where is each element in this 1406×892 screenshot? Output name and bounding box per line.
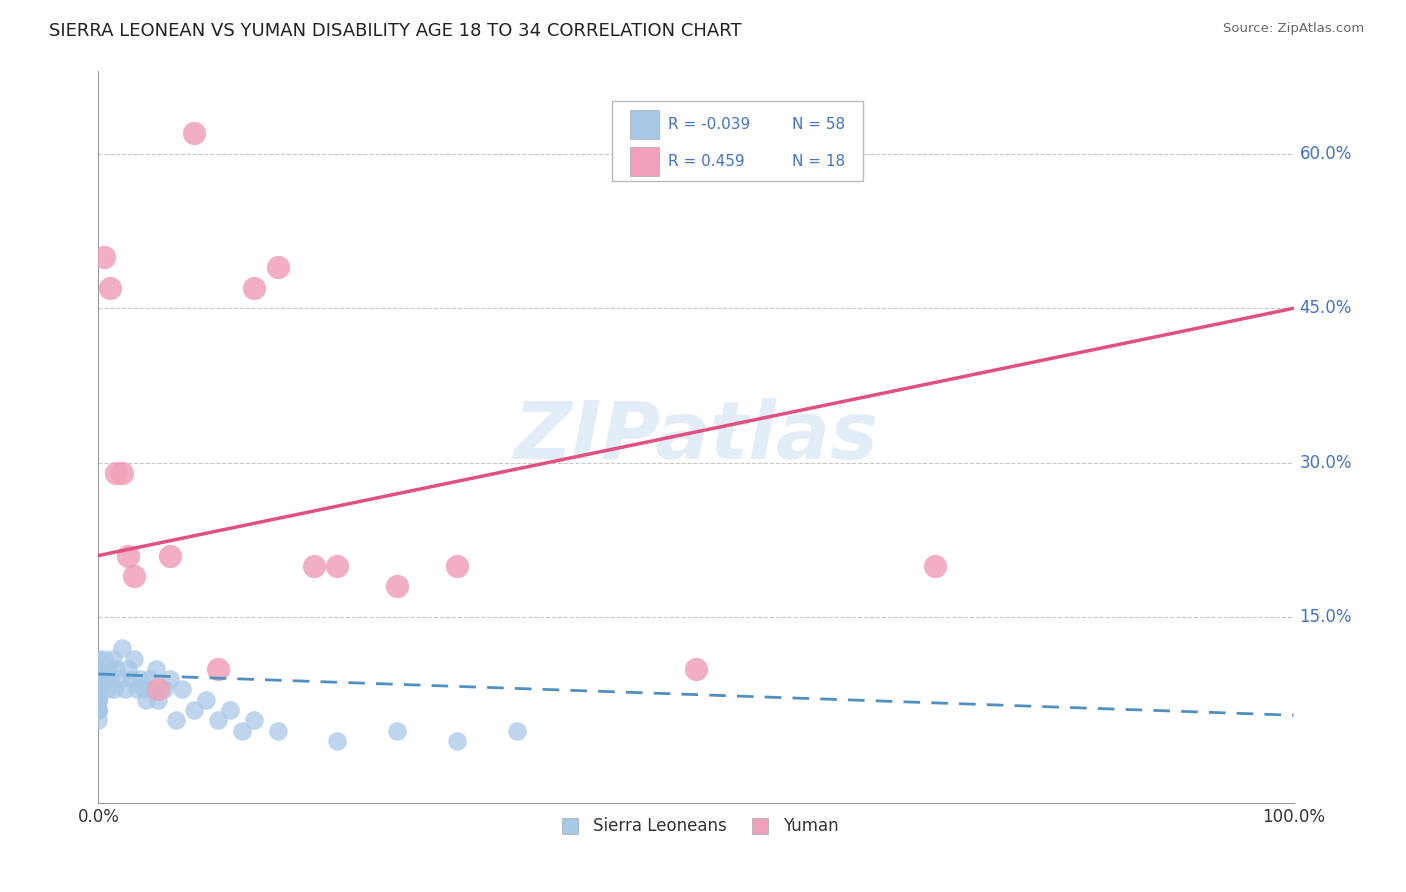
Point xyxy=(87,662,110,676)
Point xyxy=(114,682,136,697)
Point xyxy=(924,558,946,573)
Point xyxy=(326,558,349,573)
Point xyxy=(87,714,110,728)
Point xyxy=(87,651,110,665)
Text: 15.0%: 15.0% xyxy=(1299,608,1353,626)
Text: N = 58: N = 58 xyxy=(792,117,845,132)
Point xyxy=(159,672,181,686)
Text: SIERRA LEONEAN VS YUMAN DISABILITY AGE 18 TO 34 CORRELATION CHART: SIERRA LEONEAN VS YUMAN DISABILITY AGE 1… xyxy=(49,22,742,40)
Point xyxy=(124,569,146,583)
Point xyxy=(207,714,229,728)
Text: R = 0.459: R = 0.459 xyxy=(668,153,745,169)
Point xyxy=(87,672,110,686)
Point xyxy=(145,662,167,676)
Point xyxy=(87,662,110,676)
Point xyxy=(446,734,468,748)
Point xyxy=(105,466,128,480)
Point xyxy=(93,651,115,665)
Point xyxy=(506,723,529,738)
Point xyxy=(87,672,110,686)
Point xyxy=(385,579,409,593)
Point xyxy=(124,651,146,665)
Point xyxy=(129,672,152,686)
FancyBboxPatch shape xyxy=(630,110,659,139)
Point xyxy=(385,723,409,738)
Point xyxy=(183,126,205,140)
Text: 60.0%: 60.0% xyxy=(1299,145,1353,162)
Point xyxy=(87,693,110,707)
Point xyxy=(87,693,110,707)
Point xyxy=(87,682,110,697)
Point xyxy=(87,703,110,717)
Point xyxy=(685,662,707,676)
Text: 30.0%: 30.0% xyxy=(1299,454,1353,472)
Text: Source: ZipAtlas.com: Source: ZipAtlas.com xyxy=(1223,22,1364,36)
Text: R = -0.039: R = -0.039 xyxy=(668,117,751,132)
Point xyxy=(132,682,155,697)
Text: ZIPatlas: ZIPatlas xyxy=(513,398,879,476)
Point xyxy=(148,693,170,707)
Text: N = 18: N = 18 xyxy=(792,153,845,169)
Point xyxy=(111,641,134,656)
Point xyxy=(172,682,194,697)
Point xyxy=(231,723,253,738)
Legend: Sierra Leoneans, Yuman: Sierra Leoneans, Yuman xyxy=(547,811,845,842)
Point xyxy=(87,693,110,707)
Text: 45.0%: 45.0% xyxy=(1299,300,1353,318)
Point xyxy=(87,682,110,697)
Point xyxy=(219,703,242,717)
Point xyxy=(117,662,139,676)
Point xyxy=(446,558,468,573)
Point xyxy=(153,682,176,697)
Point xyxy=(87,703,110,717)
Point xyxy=(93,672,115,686)
Point xyxy=(159,549,181,563)
Point xyxy=(101,651,124,665)
Point xyxy=(87,693,110,707)
Point xyxy=(97,662,120,676)
Point xyxy=(87,682,110,697)
Point xyxy=(243,281,266,295)
FancyBboxPatch shape xyxy=(630,146,659,176)
Point xyxy=(207,662,229,676)
Point xyxy=(96,682,118,697)
Point xyxy=(87,693,110,707)
Point xyxy=(267,723,290,738)
Point xyxy=(105,662,128,676)
Point xyxy=(87,672,110,686)
Point xyxy=(183,703,205,717)
Point xyxy=(138,672,160,686)
Point xyxy=(87,703,110,717)
Point xyxy=(121,672,143,686)
Point xyxy=(165,714,187,728)
Point xyxy=(148,682,170,697)
Point xyxy=(98,672,122,686)
Point xyxy=(267,260,290,274)
Point xyxy=(87,703,110,717)
Point xyxy=(93,250,115,264)
Point xyxy=(326,734,349,748)
Point xyxy=(135,693,157,707)
Point xyxy=(87,682,110,697)
Point xyxy=(302,558,325,573)
Point xyxy=(125,682,148,697)
Point xyxy=(111,466,134,480)
Point xyxy=(141,682,163,697)
Point xyxy=(243,714,266,728)
Point xyxy=(117,549,139,563)
Point xyxy=(103,682,125,697)
Point xyxy=(108,672,131,686)
Point xyxy=(195,693,218,707)
Point xyxy=(93,662,115,676)
FancyBboxPatch shape xyxy=(613,101,863,181)
Point xyxy=(98,281,122,295)
